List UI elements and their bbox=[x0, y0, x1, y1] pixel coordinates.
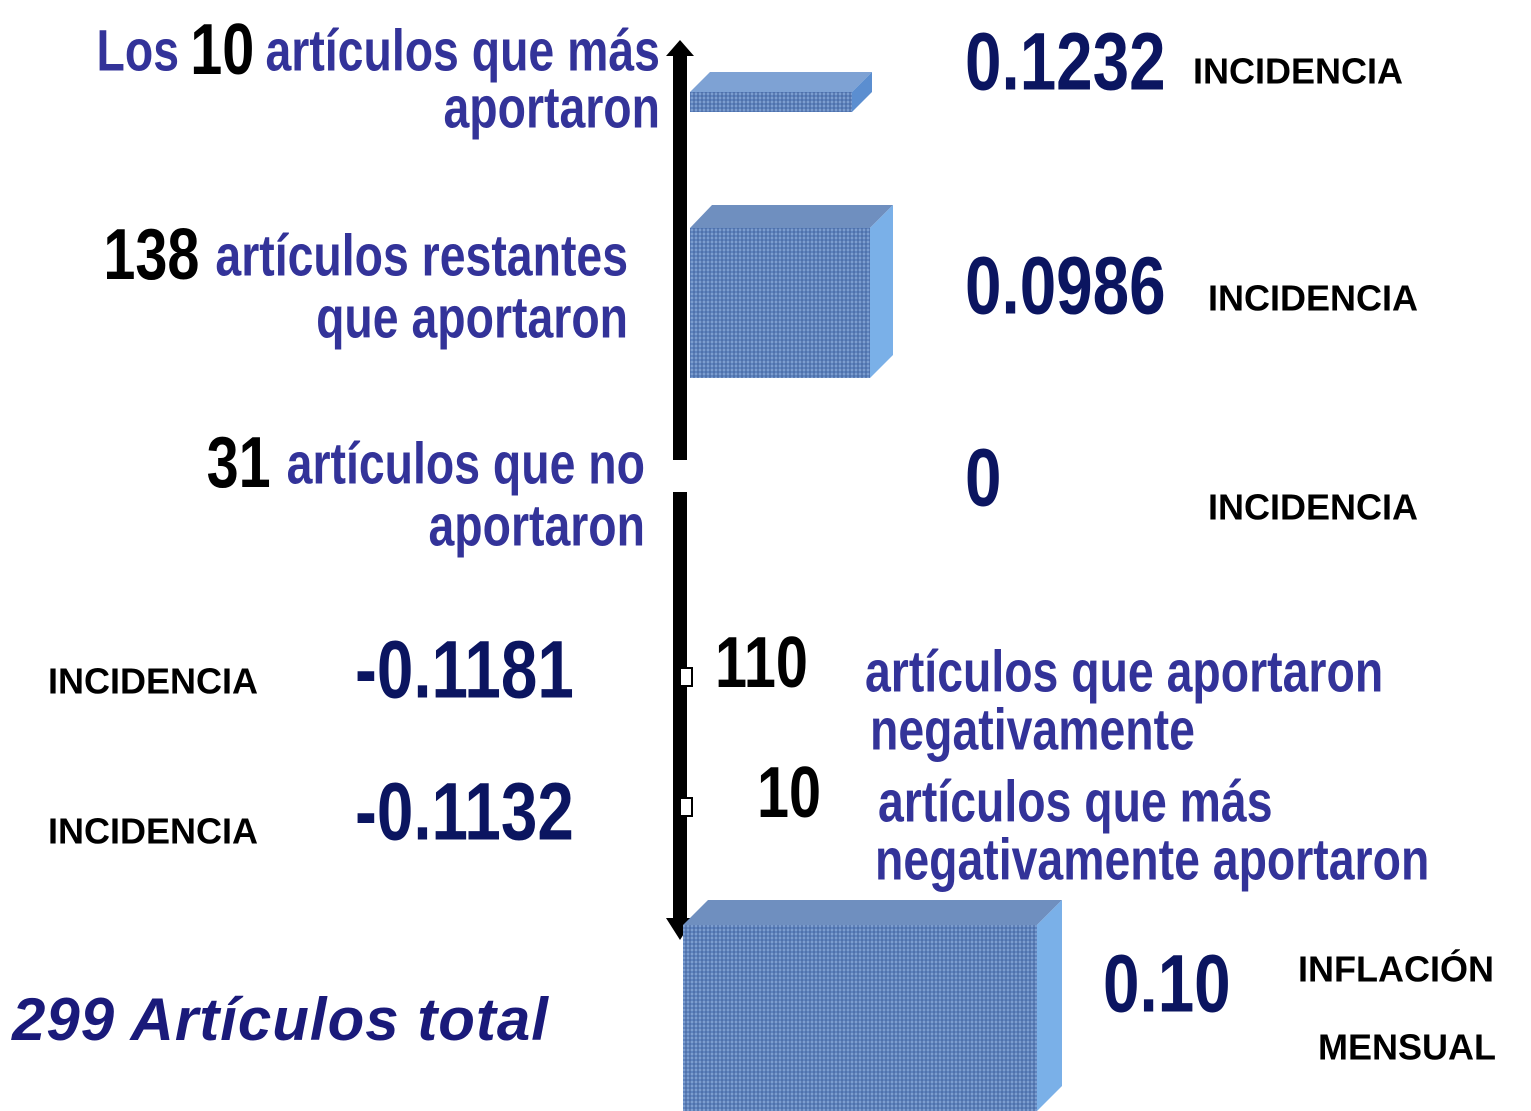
box-middle bbox=[690, 205, 893, 378]
description: que aportaron bbox=[316, 285, 628, 350]
description: negativamente bbox=[870, 697, 1195, 762]
incidence: -0.1181 bbox=[355, 624, 574, 716]
row-label: Los 10 artículos que más bbox=[97, 9, 660, 90]
incidence-label: INCIDENCIA bbox=[1193, 51, 1403, 92]
description: aportaron bbox=[443, 75, 660, 140]
count: 10 bbox=[757, 752, 821, 833]
incidence-label: INCIDENCIA bbox=[1208, 278, 1418, 319]
incidence: 0.1232 bbox=[965, 16, 1166, 108]
incidence-label: INCIDENCIA bbox=[48, 811, 258, 852]
box-top bbox=[690, 72, 872, 112]
row-label: 31 artículos que no bbox=[207, 422, 645, 503]
description: artículos que aportaron bbox=[865, 639, 1383, 704]
lead: Los bbox=[97, 18, 179, 83]
row-label: 138 artículos restantes bbox=[103, 214, 628, 295]
incidence-label: INCIDENCIA bbox=[1208, 487, 1418, 528]
axis bbox=[666, 40, 694, 940]
description: aportaron bbox=[428, 493, 645, 558]
count: 31 bbox=[207, 422, 271, 503]
count: 110 bbox=[715, 622, 808, 703]
incidence: 0.0986 bbox=[965, 240, 1166, 332]
incidence: 0 bbox=[965, 432, 1001, 524]
count: 138 bbox=[103, 214, 199, 295]
total-value: 0.10 bbox=[1103, 938, 1231, 1030]
description: artículos restantes bbox=[215, 223, 628, 288]
incidence-label: INCIDENCIA bbox=[48, 661, 258, 702]
total-label: INFLACIÓN bbox=[1298, 948, 1494, 990]
description: artículos que más bbox=[878, 769, 1273, 834]
description: artículos que no bbox=[287, 431, 645, 496]
incidence: -0.1132 bbox=[355, 766, 574, 858]
box-total bbox=[683, 900, 1062, 1111]
count: 10 bbox=[190, 9, 254, 90]
total-text: 299 Artículos total bbox=[11, 986, 549, 1053]
description: negativamente aportaron bbox=[875, 827, 1429, 892]
description: artículos que más bbox=[265, 18, 660, 83]
total-label: MENSUAL bbox=[1318, 1027, 1496, 1068]
